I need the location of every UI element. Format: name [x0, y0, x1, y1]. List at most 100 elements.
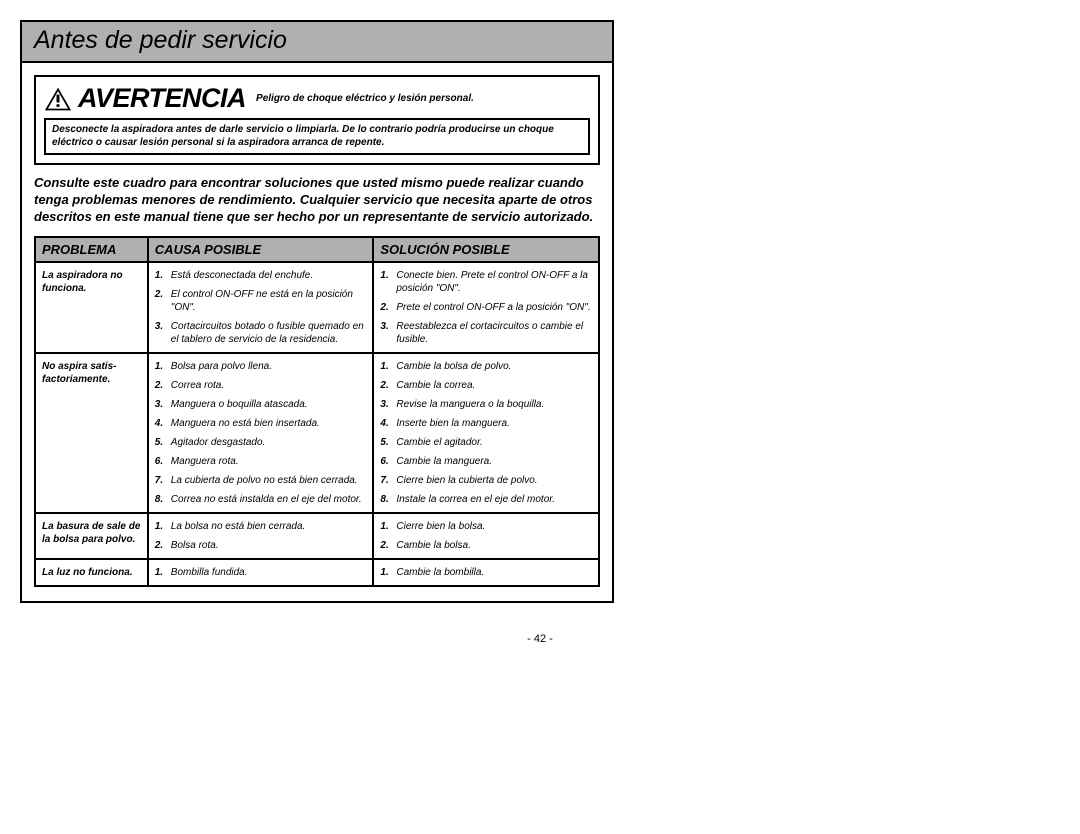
item-number: 7. [155, 474, 167, 487]
item-number: 6. [155, 455, 167, 468]
item-number: 1. [155, 566, 167, 579]
item-number: 5. [155, 436, 167, 449]
item-number: 2. [155, 288, 167, 314]
item-text: El control ON-OFF ne está en la posición… [171, 288, 367, 314]
item-number: 2. [380, 539, 392, 552]
list-item: 4. Inserte bien la manguera. [380, 417, 592, 430]
item-text: Cambie la correa. [396, 379, 475, 392]
list-item: 1. Está desconectada del enchufe. [155, 269, 367, 282]
item-text: Revise la manguera o la boquilla. [396, 398, 544, 411]
item-number: 3. [155, 398, 167, 411]
problem-cell: No aspira satis-factoriamente. [35, 353, 148, 513]
list-item: 3. Revise la manguera o la boquilla. [380, 398, 592, 411]
list-item: 7. Cierre bien la cubierta de polvo. [380, 474, 592, 487]
item-text: Cambie el agitador. [396, 436, 482, 449]
list-item: 4.Manguera no está bien insertada. [155, 417, 367, 430]
col-header-cause: CAUSA POSIBLE [148, 237, 374, 262]
table-row: La luz no funciona.1.Bombilla fundida.1.… [35, 559, 599, 586]
list-item: 1.La bolsa no está bien cerrada. [155, 520, 367, 533]
item-number: 1. [155, 269, 167, 282]
solution-cell: 1. Cierre bien la bolsa. 2. Cambie la bolsa… [373, 513, 599, 559]
item-text: Reestablezca el cortacircuitos o cambie … [396, 320, 592, 346]
item-number: 2. [380, 379, 392, 392]
item-text: Cortacircuitos botado o fusible quemado … [171, 320, 367, 346]
page-number: - 42 - [20, 633, 1060, 645]
item-text: Bolsa para polvo llena. [171, 360, 272, 373]
list-item: 8.Correa no está instalda en el eje del … [155, 493, 367, 506]
list-item: 1. Cambie la bombilla. [380, 566, 592, 579]
list-item: 7.La cubierta de polvo no está bien cerr… [155, 474, 367, 487]
item-text: Manguera rota. [171, 455, 239, 468]
warning-triangle-icon [44, 86, 72, 112]
troubleshooting-table: PROBLEMA CAUSA POSIBLE SOLUCIÓN POSIBLE … [34, 236, 600, 587]
item-text: Manguera o boquilla atascada. [171, 398, 308, 411]
item-text: Cierre bien la bolsa. [396, 520, 485, 533]
item-text: Bombilla fundida. [171, 566, 248, 579]
warning-box: AVERTENCIA Peligro de choque eléctrico y… [34, 75, 600, 165]
cause-cell: 1. Bolsa para polvo llena. 2.Correa rota. 3… [148, 353, 374, 513]
item-number: 1. [380, 566, 392, 579]
item-text: Bolsa rota. [171, 539, 219, 552]
content-area: AVERTENCIA Peligro de choque eléctrico y… [22, 63, 612, 601]
item-text: Agitador desgastado. [171, 436, 266, 449]
list-item: 2.El control ON-OFF ne está en la posici… [155, 288, 367, 314]
item-number: 1. [380, 520, 392, 533]
list-item: 2. Cambie la correa. [380, 379, 592, 392]
list-item: 2. Cambie la bolsa. [380, 539, 592, 552]
cause-cell: 1.La bolsa no está bien cerrada. 2.Bolsa … [148, 513, 374, 559]
item-number: 3. [380, 398, 392, 411]
problem-cell: La basura de sale de la bolsa para polvo… [35, 513, 148, 559]
item-number: 3. [380, 320, 392, 346]
cause-cell: 1. Bombilla fundida. [148, 559, 374, 586]
list-item: 5.Cambie el agitador. [380, 436, 592, 449]
list-item: 8.Instale la correa en el eje del motor. [380, 493, 592, 506]
item-text: Inserte bien la manguera. [396, 417, 509, 430]
item-number: 2. [380, 301, 392, 314]
problem-cell: La aspiradora no funciona. [35, 262, 148, 353]
item-number: 6. [380, 455, 392, 468]
list-item: 3.Cortacircuitos botado o fusible quemad… [155, 320, 367, 346]
item-number: 1. [155, 360, 167, 373]
table-header-row: PROBLEMA CAUSA POSIBLE SOLUCIÓN POSIBLE [35, 237, 599, 262]
item-text: Conecte bien. Prete el control ON-OFF a … [396, 269, 592, 295]
section-title-bar: Antes de pedir servicio [22, 22, 612, 63]
list-item: 1.Conecte bien. Prete el control ON-OFF … [380, 269, 592, 295]
item-text: Cierre bien la cubierta de polvo. [396, 474, 537, 487]
item-text: Manguera no está bien insertada. [171, 417, 320, 430]
list-item: 1. Cierre bien la bolsa. [380, 520, 592, 533]
list-item: 2.Correa rota. [155, 379, 367, 392]
table-row: La basura de sale de la bolsa para polvo… [35, 513, 599, 559]
item-text: Cambie la manguera. [396, 455, 492, 468]
list-item: 2.Bolsa rota. [155, 539, 367, 552]
list-item: 6. Cambie la manguera. [380, 455, 592, 468]
item-text: Prete el control ON-OFF a la posición "O… [396, 301, 590, 314]
document-page: Antes de pedir servicio AVERTENCIA Pelig… [20, 20, 614, 603]
list-item: 1. Bombilla fundida. [155, 566, 367, 579]
intro-paragraph: Consulte este cuadro para encontrar solu… [34, 175, 600, 226]
list-item: 5. Agitador desgastado. [155, 436, 367, 449]
item-number: 4. [380, 417, 392, 430]
warning-subtitle: Peligro de choque eléctrico y lesión per… [256, 93, 474, 104]
list-item: 3.Reestablezca el cortacircuitos o cambi… [380, 320, 592, 346]
table-row: No aspira satis-factoriamente. 1. Bolsa pa… [35, 353, 599, 513]
col-header-problem: PROBLEMA [35, 237, 148, 262]
item-number: 3. [155, 320, 167, 346]
item-text: Cambie la bombilla. [396, 566, 484, 579]
table-row: La aspiradora no funciona. 1. Está descone… [35, 262, 599, 353]
warning-header: AVERTENCIA Peligro de choque eléctrico y… [44, 83, 590, 114]
section-title: Antes de pedir servicio [34, 26, 600, 55]
item-text: La bolsa no está bien cerrada. [171, 520, 306, 533]
item-text: Cambie la bolsa. [396, 539, 470, 552]
item-number: 7. [380, 474, 392, 487]
solution-cell: 1. Cambie la bombilla. [373, 559, 599, 586]
list-item: 1. Bolsa para polvo llena. [155, 360, 367, 373]
item-text: Instale la correa en el eje del motor. [396, 493, 555, 506]
item-number: 8. [155, 493, 167, 506]
item-number: 2. [155, 379, 167, 392]
solution-cell: 1.Cambie la bolsa de polvo.2.Cambie la c… [373, 353, 599, 513]
item-text: Está desconectada del enchufe. [171, 269, 313, 282]
list-item: 2. Prete el control ON-OFF a la posición … [380, 301, 592, 314]
warning-body-text: Desconecte la aspiradora antes de darle … [44, 118, 590, 155]
cause-cell: 1. Está desconectada del enchufe. 2.El con… [148, 262, 374, 353]
item-number: 1. [380, 269, 392, 295]
